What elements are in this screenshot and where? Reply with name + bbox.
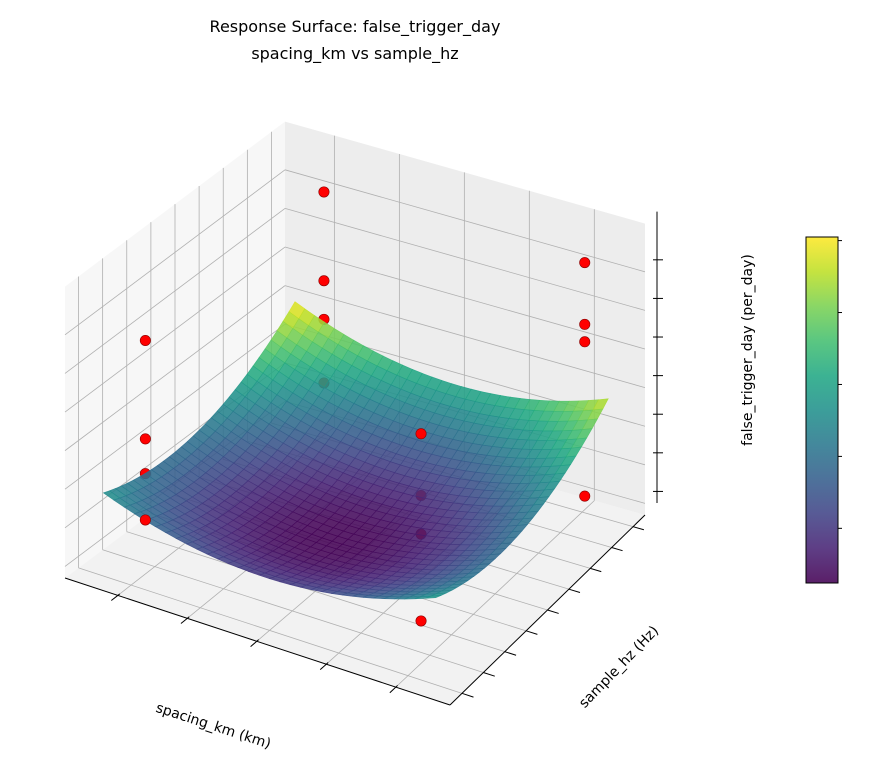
data-point — [318, 275, 330, 287]
data-point — [579, 257, 591, 269]
z-axis-label: false_trigger_day (per_day) — [740, 254, 756, 446]
y-tick-mark — [483, 672, 495, 677]
x-tick-mark — [325, 662, 329, 665]
x-tick-mark — [111, 595, 119, 601]
x-tick-mark — [256, 639, 259, 642]
data-point — [579, 318, 591, 330]
x-axis-line — [64, 577, 451, 706]
data-point — [318, 186, 330, 198]
back-gridline-z — [284, 285, 646, 389]
chart-title-line-2: spacing_km vs sample_hz — [251, 44, 458, 64]
y-tick-mark — [568, 588, 581, 593]
response-surface — [102, 301, 609, 600]
y-tick-mark — [504, 651, 517, 656]
scatter-points-front — [139, 186, 591, 627]
left-gridline-z — [64, 169, 286, 336]
data-point — [139, 433, 151, 445]
x-tick-mark — [180, 617, 188, 624]
floor-gridline-y — [126, 531, 505, 653]
axis-lines — [64, 211, 663, 706]
x-tick-mark — [319, 663, 327, 671]
colorbar-ticks — [838, 240, 842, 529]
y-tick-mark — [525, 630, 538, 635]
x-tick-mark — [395, 685, 398, 688]
chart-title-line-1: Response Surface: false_trigger_day — [210, 17, 501, 37]
data-point — [415, 428, 427, 440]
x-tick-mark — [250, 640, 258, 647]
floor-gridline-y — [78, 567, 463, 694]
surface-facet — [425, 595, 442, 599]
y-tick-mark — [611, 547, 623, 552]
data-point — [139, 334, 151, 346]
data-point — [579, 336, 591, 348]
left-gridline-z — [64, 246, 286, 413]
data-point — [139, 514, 151, 526]
left-gridline-z — [64, 208, 286, 374]
data-point — [579, 490, 591, 502]
floor-gridline-y — [102, 549, 484, 673]
y-tick-mark — [461, 692, 474, 698]
x-tick-mark — [117, 593, 121, 596]
y-tick-mark — [590, 567, 602, 573]
x-tick-mark — [389, 686, 397, 694]
y-tick-mark — [632, 526, 645, 531]
y-tick-mark — [547, 609, 559, 614]
left-gridline-z — [64, 323, 286, 490]
back-gridline-z — [284, 169, 646, 273]
left-gridline-z — [64, 285, 286, 451]
back-gridline-z — [284, 208, 646, 311]
x-axis-label: spacing_km (km) — [154, 700, 273, 752]
colorbar — [805, 236, 839, 584]
back-gridline-z — [284, 246, 646, 350]
data-point — [415, 615, 427, 627]
x-tick-mark — [186, 616, 190, 619]
y-axis-label: sample_hz (Hz) — [576, 623, 662, 711]
